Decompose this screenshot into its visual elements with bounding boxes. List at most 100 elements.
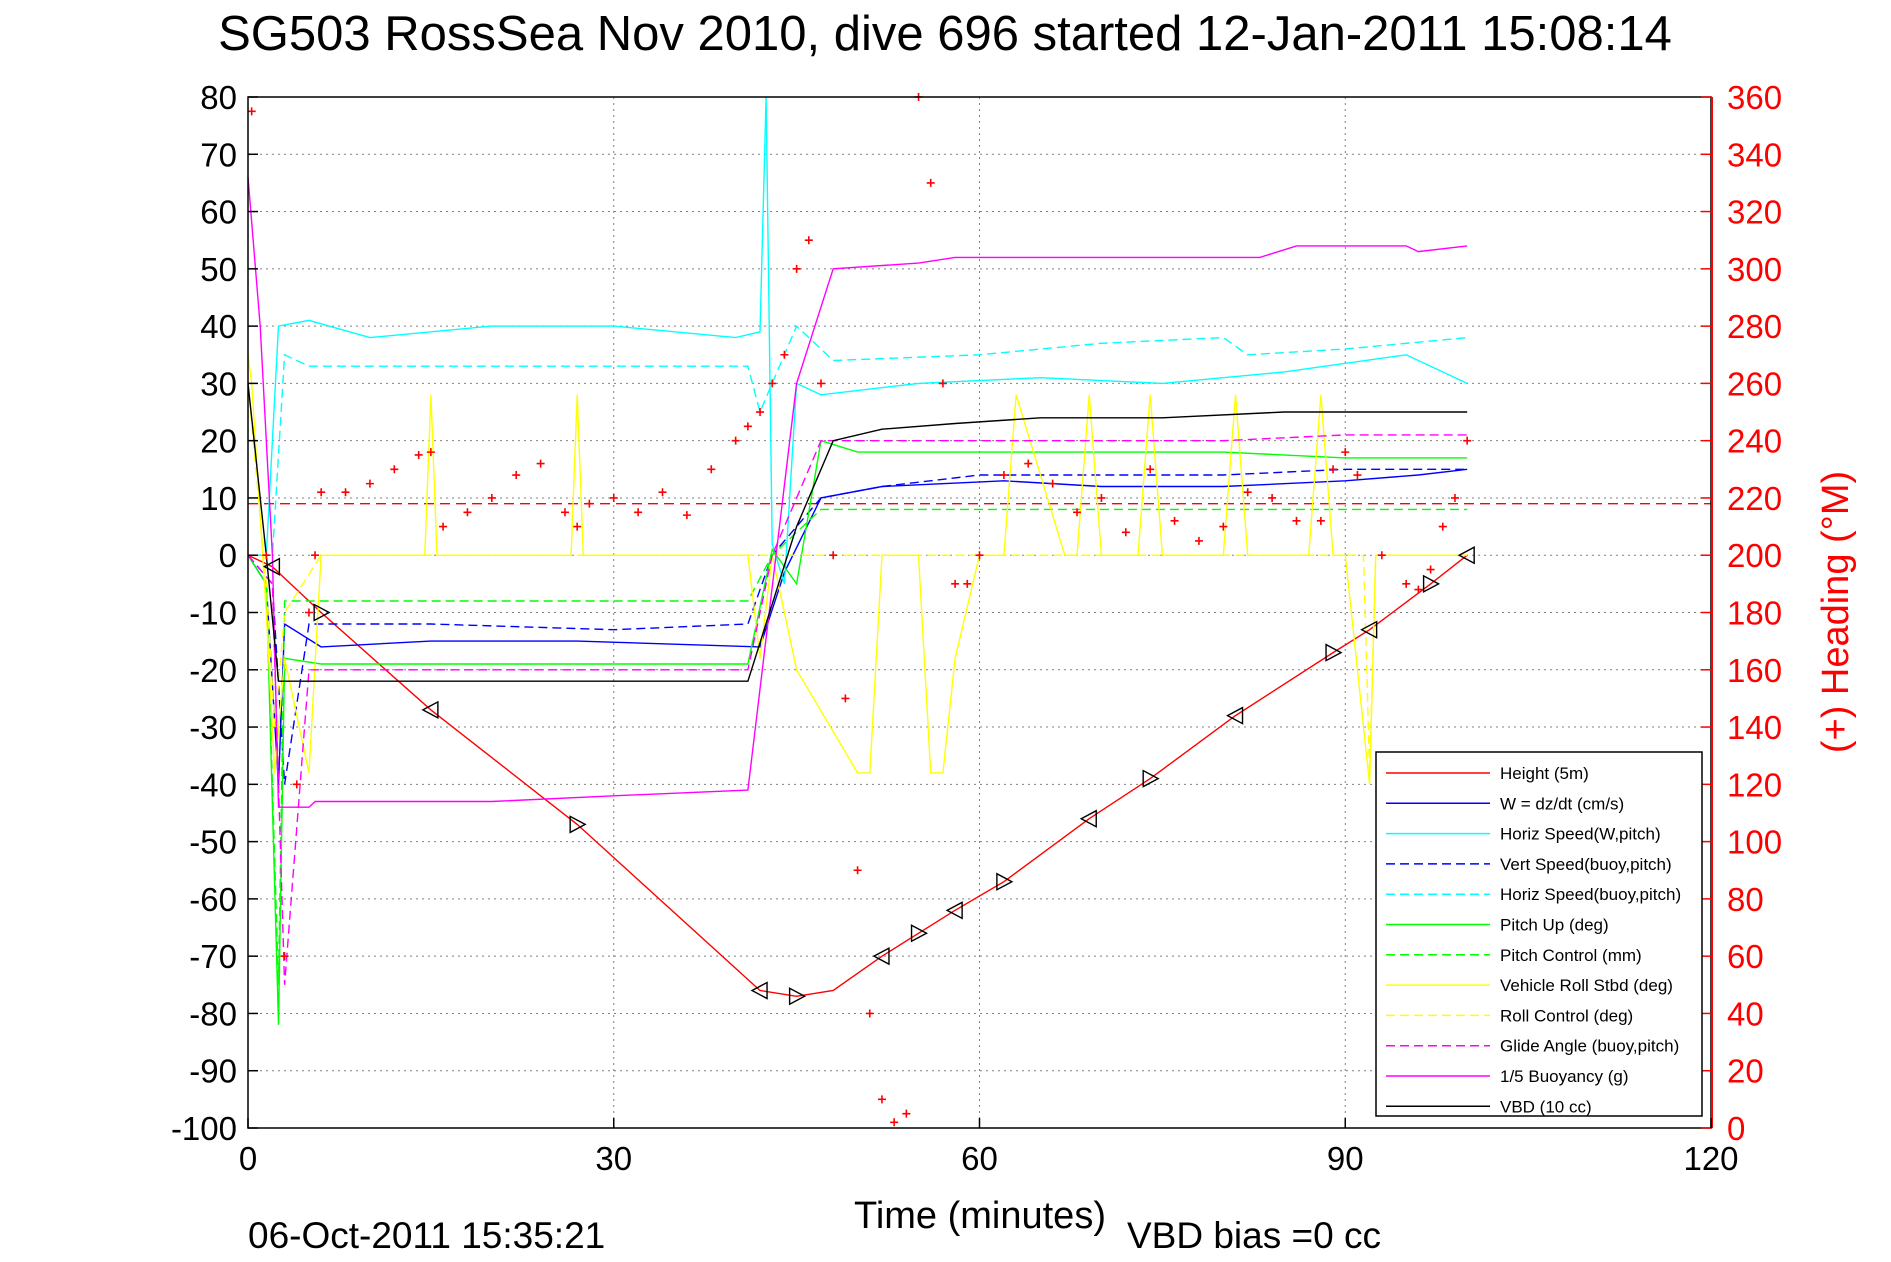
series-line-w bbox=[247, 468, 1468, 785]
legend-label: Horiz Speed(buoy,pitch) bbox=[1500, 885, 1681, 904]
heading-point bbox=[756, 408, 765, 417]
heading-point bbox=[585, 499, 594, 508]
legend-label: Roll Control (deg) bbox=[1500, 1006, 1633, 1025]
x-axis-label: Time (minutes) bbox=[854, 1195, 1106, 1237]
y-tick-label: -70 bbox=[189, 938, 237, 975]
heading-point bbox=[938, 379, 947, 388]
heading-point bbox=[841, 694, 850, 703]
y2-tick-label: 40 bbox=[1727, 995, 1764, 1032]
heading-point bbox=[560, 508, 569, 517]
y-tick-label: 80 bbox=[200, 79, 237, 116]
heading-point bbox=[1463, 436, 1472, 445]
heading-point bbox=[463, 508, 472, 517]
series-line-pitch bbox=[247, 439, 1468, 1025]
dive-marker bbox=[1079, 809, 1097, 828]
dive-marker bbox=[569, 815, 587, 834]
left-tick-labels: 80 70 60 50 40 30 20 10 0 -10 -20 -30 -40 -50 -60 -70 -8… bbox=[171, 79, 258, 1147]
dive-marker bbox=[1457, 546, 1475, 565]
series-line-roll bbox=[247, 354, 1468, 785]
y2-tick-label: 360 bbox=[1727, 79, 1782, 116]
heading-point bbox=[1024, 459, 1033, 468]
heading-point bbox=[1438, 522, 1447, 531]
y2-tick-label: 200 bbox=[1727, 537, 1782, 574]
heading-point bbox=[1377, 551, 1386, 560]
heading-point bbox=[426, 448, 435, 457]
y-tick-label: -50 bbox=[189, 824, 237, 861]
heading-point bbox=[1402, 579, 1411, 588]
heading-point bbox=[682, 511, 691, 520]
heading-point bbox=[247, 107, 256, 116]
y-tick-label: -30 bbox=[189, 709, 237, 746]
heading-point bbox=[1316, 516, 1325, 525]
heading-point bbox=[1073, 508, 1082, 517]
dive-marker bbox=[313, 603, 331, 622]
heading-point bbox=[743, 422, 752, 431]
legend-label: Height (5m) bbox=[1500, 764, 1589, 783]
heading-point bbox=[365, 479, 374, 488]
y2-tick-label: 20 bbox=[1727, 1053, 1764, 1090]
heading-point bbox=[1097, 493, 1106, 502]
heading-point bbox=[707, 465, 716, 474]
heading-point bbox=[292, 780, 301, 789]
heading-point bbox=[1170, 516, 1179, 525]
heading-point bbox=[1268, 493, 1277, 502]
y2-tick-label: 120 bbox=[1727, 766, 1782, 803]
heading-point bbox=[1353, 471, 1362, 480]
y2-tick-label: 320 bbox=[1727, 194, 1782, 231]
legend-label: 1/5 Buoyancy (g) bbox=[1500, 1067, 1629, 1086]
dive-marker bbox=[945, 901, 963, 920]
y2-tick-label: 140 bbox=[1727, 709, 1782, 746]
heading-point bbox=[865, 1009, 874, 1018]
dive-marker bbox=[910, 924, 929, 943]
legend-box bbox=[1375, 751, 1703, 1117]
heading-point bbox=[963, 579, 972, 588]
heading-point bbox=[731, 436, 740, 445]
heading-point bbox=[658, 488, 667, 497]
y2-tick-label: 160 bbox=[1727, 652, 1782, 689]
y2-tick-label: 260 bbox=[1727, 365, 1782, 402]
dive-marker bbox=[421, 700, 439, 720]
y-tick-label: -100 bbox=[171, 1110, 237, 1147]
right-tick-labels: 3603403203002802602402202001801601401201… bbox=[1701, 79, 1782, 1147]
legend-label: Vehicle Roll Stbd (deg) bbox=[1500, 976, 1673, 995]
x-tick-label: 90 bbox=[1327, 1140, 1364, 1177]
heading-point bbox=[951, 579, 960, 588]
heading-point bbox=[926, 178, 935, 187]
y-tick-label: 0 bbox=[219, 537, 237, 574]
footer-timestamp: 06-Oct-2011 15:35:21 bbox=[248, 1215, 605, 1256]
series-line-glide bbox=[247, 434, 1468, 985]
legend-label: VBD (10 cc) bbox=[1500, 1097, 1592, 1116]
dive-marker bbox=[1422, 574, 1441, 594]
series-line-horiz_buoy bbox=[248, 324, 1468, 556]
legend-label: Pitch Up (deg) bbox=[1500, 916, 1609, 935]
y-tick-label: 70 bbox=[200, 136, 237, 173]
dive-marker bbox=[1360, 620, 1378, 639]
heading-point bbox=[877, 1095, 886, 1104]
y2-tick-label: 80 bbox=[1727, 881, 1764, 918]
right-axis-label: (+) Heading (°M) bbox=[1815, 471, 1857, 753]
heading-point bbox=[1292, 516, 1301, 525]
heading-point bbox=[1219, 522, 1228, 531]
heading-point bbox=[1414, 585, 1423, 594]
y-tick-label: -60 bbox=[189, 881, 237, 918]
legend-label: Horiz Speed(W,pitch) bbox=[1500, 825, 1661, 844]
heading-point bbox=[1329, 465, 1338, 474]
legend-label: Glide Angle (buoy,pitch) bbox=[1500, 1037, 1679, 1056]
heading-point bbox=[536, 459, 545, 468]
y-tick-label: -20 bbox=[189, 652, 237, 689]
heading-point bbox=[780, 350, 789, 359]
vbd-bias-label: VBD bias =0 cc bbox=[1127, 1215, 1381, 1256]
series-layer bbox=[247, 96, 1711, 1025]
dive-marker bbox=[262, 557, 281, 576]
y2-tick-label: 100 bbox=[1727, 824, 1782, 861]
y-tick-label: -40 bbox=[189, 766, 237, 803]
y2-tick-label: 220 bbox=[1727, 480, 1782, 517]
heading-point bbox=[1450, 493, 1459, 502]
heading-point bbox=[1243, 488, 1252, 497]
dive-marker bbox=[788, 987, 807, 1006]
y2-tick-label: 300 bbox=[1727, 251, 1782, 288]
series-line-height bbox=[247, 554, 1468, 998]
series-line-buoy bbox=[247, 177, 1468, 808]
heading-point bbox=[390, 465, 399, 474]
